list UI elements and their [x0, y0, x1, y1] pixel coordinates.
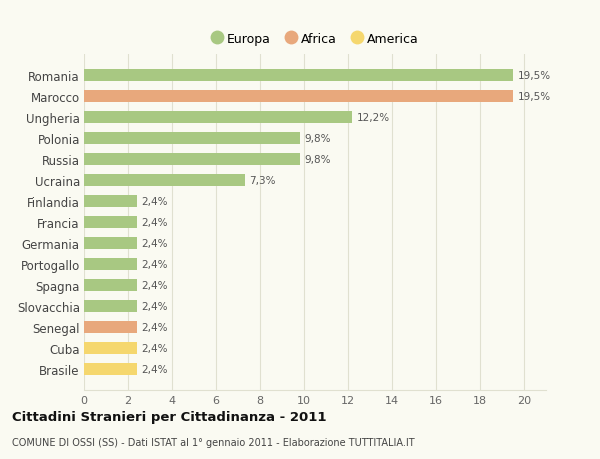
Text: 2,4%: 2,4%: [141, 322, 168, 332]
Text: 2,4%: 2,4%: [141, 280, 168, 291]
Bar: [84, 196, 137, 207]
Text: 12,2%: 12,2%: [357, 113, 390, 123]
Bar: [84, 238, 137, 249]
Text: 2,4%: 2,4%: [141, 259, 168, 269]
Text: 2,4%: 2,4%: [141, 364, 168, 374]
Bar: [84, 91, 513, 103]
Bar: [84, 70, 513, 82]
Bar: [84, 175, 245, 186]
Text: 19,5%: 19,5%: [517, 71, 551, 81]
Text: COMUNE DI OSSI (SS) - Dati ISTAT al 1° gennaio 2011 - Elaborazione TUTTITALIA.IT: COMUNE DI OSSI (SS) - Dati ISTAT al 1° g…: [12, 437, 415, 447]
Text: 2,4%: 2,4%: [141, 239, 168, 248]
Text: 19,5%: 19,5%: [517, 92, 551, 102]
Text: 7,3%: 7,3%: [249, 176, 275, 186]
Text: 2,4%: 2,4%: [141, 343, 168, 353]
Text: 9,8%: 9,8%: [304, 134, 331, 144]
Text: 2,4%: 2,4%: [141, 197, 168, 207]
Text: 9,8%: 9,8%: [304, 155, 331, 165]
Bar: [84, 280, 137, 291]
Bar: [84, 133, 299, 145]
Text: 2,4%: 2,4%: [141, 218, 168, 228]
Legend: Europa, Africa, America: Europa, Africa, America: [207, 28, 423, 51]
Bar: [84, 112, 352, 123]
Bar: [84, 217, 137, 229]
Bar: [84, 364, 137, 375]
Text: Cittadini Stranieri per Cittadinanza - 2011: Cittadini Stranieri per Cittadinanza - 2…: [12, 410, 326, 423]
Bar: [84, 154, 299, 166]
Text: 2,4%: 2,4%: [141, 302, 168, 311]
Bar: [84, 322, 137, 333]
Bar: [84, 342, 137, 354]
Bar: [84, 301, 137, 312]
Bar: [84, 259, 137, 270]
